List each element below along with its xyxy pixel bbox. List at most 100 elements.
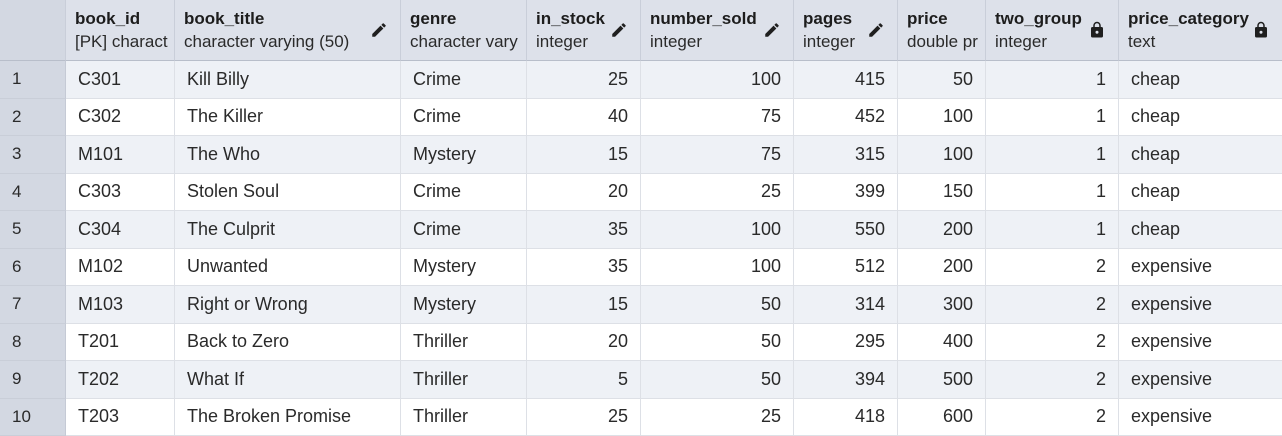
cell-in-stock[interactable]: 35 xyxy=(527,249,641,287)
row-number[interactable]: 6 xyxy=(0,249,66,287)
cell-book-id[interactable]: T203 xyxy=(66,399,175,436)
cell-in-stock[interactable]: 5 xyxy=(527,361,641,399)
cell-book-id[interactable]: M101 xyxy=(66,136,175,174)
row-number[interactable]: 5 xyxy=(0,211,66,249)
cell-two-group[interactable]: 2 xyxy=(986,361,1119,399)
cell-book-title[interactable]: Right or Wrong xyxy=(175,286,401,324)
cell-two-group[interactable]: 1 xyxy=(986,211,1119,249)
cell-book-title[interactable]: Kill Billy xyxy=(175,61,401,99)
cell-price-category[interactable]: cheap xyxy=(1119,211,1282,249)
cell-two-group[interactable]: 1 xyxy=(986,61,1119,99)
cell-genre[interactable]: Crime xyxy=(401,99,527,137)
cell-price-category[interactable]: cheap xyxy=(1119,136,1282,174)
cell-price-category[interactable]: expensive xyxy=(1119,286,1282,324)
row-number[interactable]: 1 xyxy=(0,61,66,99)
cell-pages[interactable]: 295 xyxy=(794,324,898,362)
pencil-icon[interactable] xyxy=(370,21,388,39)
cell-in-stock[interactable]: 20 xyxy=(527,174,641,212)
cell-in-stock[interactable]: 25 xyxy=(527,399,641,436)
cell-number-sold[interactable]: 50 xyxy=(641,324,794,362)
cell-price[interactable]: 200 xyxy=(898,249,986,287)
cell-two-group[interactable]: 1 xyxy=(986,99,1119,137)
cell-book-title[interactable]: The Culprit xyxy=(175,211,401,249)
cell-price[interactable]: 500 xyxy=(898,361,986,399)
cell-price-category[interactable]: expensive xyxy=(1119,324,1282,362)
pencil-icon[interactable] xyxy=(763,21,781,39)
cell-book-title[interactable]: Back to Zero xyxy=(175,324,401,362)
cell-genre[interactable]: Mystery xyxy=(401,136,527,174)
cell-two-group[interactable]: 2 xyxy=(986,324,1119,362)
row-number[interactable]: 2 xyxy=(0,99,66,137)
row-number[interactable]: 8 xyxy=(0,324,66,362)
cell-price[interactable]: 100 xyxy=(898,136,986,174)
cell-number-sold[interactable]: 100 xyxy=(641,249,794,287)
cell-book-id[interactable]: C304 xyxy=(66,211,175,249)
cell-book-id[interactable]: M102 xyxy=(66,249,175,287)
row-number[interactable]: 7 xyxy=(0,286,66,324)
cell-genre[interactable]: Mystery xyxy=(401,286,527,324)
cell-price-category[interactable]: expensive xyxy=(1119,399,1282,436)
pencil-icon[interactable] xyxy=(867,21,885,39)
pencil-icon[interactable] xyxy=(610,21,628,39)
row-number[interactable]: 9 xyxy=(0,361,66,399)
cell-number-sold[interactable]: 50 xyxy=(641,286,794,324)
cell-book-title[interactable]: The Broken Promise xyxy=(175,399,401,436)
cell-price[interactable]: 200 xyxy=(898,211,986,249)
cell-book-title[interactable]: The Who xyxy=(175,136,401,174)
column-header-book-id[interactable]: book_id[PK] charact xyxy=(66,0,175,61)
cell-book-id[interactable]: T201 xyxy=(66,324,175,362)
cell-two-group[interactable]: 1 xyxy=(986,136,1119,174)
cell-pages[interactable]: 418 xyxy=(794,399,898,436)
cell-number-sold[interactable]: 50 xyxy=(641,361,794,399)
cell-number-sold[interactable]: 25 xyxy=(641,174,794,212)
cell-number-sold[interactable]: 100 xyxy=(641,211,794,249)
cell-genre[interactable]: Thriller xyxy=(401,399,527,436)
cell-pages[interactable]: 512 xyxy=(794,249,898,287)
cell-in-stock[interactable]: 25 xyxy=(527,61,641,99)
cell-pages[interactable]: 315 xyxy=(794,136,898,174)
cell-two-group[interactable]: 2 xyxy=(986,399,1119,436)
cell-in-stock[interactable]: 15 xyxy=(527,286,641,324)
cell-in-stock[interactable]: 15 xyxy=(527,136,641,174)
cell-price-category[interactable]: expensive xyxy=(1119,361,1282,399)
cell-genre[interactable]: Thriller xyxy=(401,324,527,362)
cell-number-sold[interactable]: 25 xyxy=(641,399,794,436)
cell-genre[interactable]: Thriller xyxy=(401,361,527,399)
cell-price-category[interactable]: cheap xyxy=(1119,99,1282,137)
cell-book-id[interactable]: C301 xyxy=(66,61,175,99)
cell-book-id[interactable]: T202 xyxy=(66,361,175,399)
cell-price-category[interactable]: cheap xyxy=(1119,61,1282,99)
cell-genre[interactable]: Mystery xyxy=(401,249,527,287)
cell-pages[interactable]: 452 xyxy=(794,99,898,137)
row-number[interactable]: 3 xyxy=(0,136,66,174)
cell-pages[interactable]: 394 xyxy=(794,361,898,399)
cell-price[interactable]: 100 xyxy=(898,99,986,137)
cell-price-category[interactable]: expensive xyxy=(1119,249,1282,287)
cell-pages[interactable]: 550 xyxy=(794,211,898,249)
cell-number-sold[interactable]: 100 xyxy=(641,61,794,99)
cell-book-id[interactable]: C302 xyxy=(66,99,175,137)
cell-book-title[interactable]: What If xyxy=(175,361,401,399)
cell-two-group[interactable]: 1 xyxy=(986,174,1119,212)
cell-price[interactable]: 600 xyxy=(898,399,986,436)
row-number[interactable]: 10 xyxy=(0,399,66,436)
cell-book-title[interactable]: Stolen Soul xyxy=(175,174,401,212)
cell-in-stock[interactable]: 40 xyxy=(527,99,641,137)
cell-two-group[interactable]: 2 xyxy=(986,249,1119,287)
cell-book-id[interactable]: M103 xyxy=(66,286,175,324)
cell-book-id[interactable]: C303 xyxy=(66,174,175,212)
cell-two-group[interactable]: 2 xyxy=(986,286,1119,324)
cell-price[interactable]: 50 xyxy=(898,61,986,99)
select-all-corner[interactable] xyxy=(0,0,66,61)
cell-book-title[interactable]: The Killer xyxy=(175,99,401,137)
cell-book-title[interactable]: Unwanted xyxy=(175,249,401,287)
cell-price[interactable]: 400 xyxy=(898,324,986,362)
cell-genre[interactable]: Crime xyxy=(401,174,527,212)
